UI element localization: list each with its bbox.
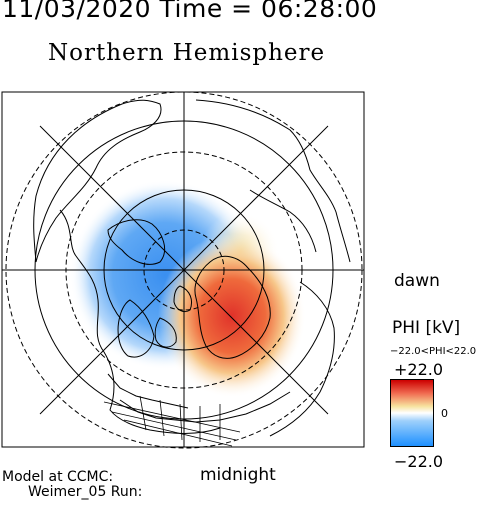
timestamp-title: 11/03/2020 Time = 06:28:00 (2, 0, 378, 23)
colorbar-max-label: +22.0 (394, 360, 444, 379)
meridian-lines (2, 92, 364, 447)
colorbar (390, 379, 434, 447)
positive-potential-cell (158, 234, 306, 398)
polar-map (1, 91, 365, 449)
coastlines (33, 99, 351, 437)
hemisphere-title: Northern Hemisphere (48, 40, 326, 66)
midnight-label: midnight (200, 465, 276, 485)
colorbar-range: −22.0<PHI<22.0 (390, 346, 477, 357)
colorbar-min-label: −22.0 (394, 452, 444, 471)
colorbar-zero-label: 0 (441, 407, 448, 420)
colorbar-title: PHI [kV] (392, 318, 461, 338)
model-label: Model at CCMC: (2, 469, 114, 485)
run-label: Weimer_05 Run: (28, 484, 143, 500)
dawn-label: dawn (394, 271, 440, 291)
